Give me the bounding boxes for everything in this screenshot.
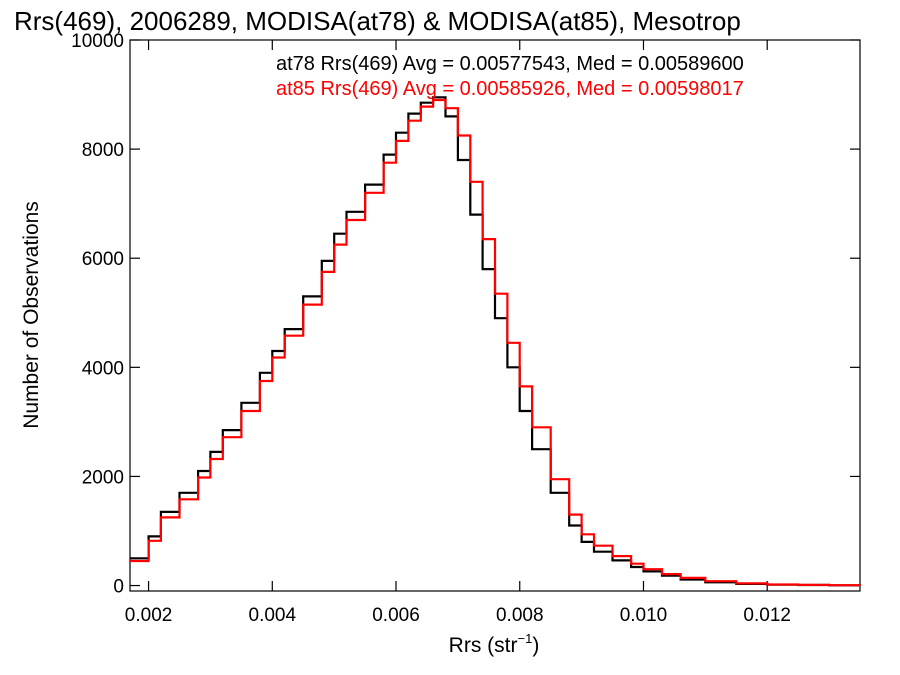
x-tick-label: 0.012: [743, 605, 791, 626]
x-axis-label: Rrs (str−1): [449, 631, 540, 657]
chart-title: Rrs(469), 2006289, MODISA(at78) & MODISA…: [14, 6, 741, 36]
series-layer: [130, 96, 862, 587]
y-tick-label: 2000: [82, 467, 124, 488]
x-axis: 0.002 0.004 0.006 0.008 0.010 0.012: [125, 40, 791, 626]
y-axis: 0 2000 4000 6000 8000 10000: [71, 31, 860, 598]
x-tick-label: 0.004: [249, 605, 297, 626]
legend: at78 Rrs(469) Avg = 0.00577543, Med = 0.…: [276, 53, 744, 100]
y-tick-label: 6000: [82, 249, 124, 270]
series-line-at78: [130, 96, 860, 587]
x-tick-label: 0.010: [620, 605, 668, 626]
x-axis-label-main: Rrs (str: [449, 634, 518, 657]
y-axis-label: Number of Observations: [20, 201, 43, 429]
y-tick-label: 4000: [82, 358, 124, 379]
x-axis-label-sup: −1: [518, 631, 533, 646]
series-line-at85: [130, 98, 862, 587]
legend-entry: at85 Rrs(469) Avg = 0.00585926, Med = 0.…: [276, 78, 744, 100]
x-axis-label-close: ): [532, 634, 539, 657]
y-tick-label: 10000: [71, 31, 124, 52]
x-tick-label: 0.006: [372, 605, 420, 626]
x-tick-label: 0.002: [125, 605, 173, 626]
y-tick-label: 0: [113, 577, 124, 598]
y-tick-label: 8000: [82, 140, 124, 161]
x-tick-label: 0.008: [496, 605, 544, 626]
legend-entry: at78 Rrs(469) Avg = 0.00577543, Med = 0.…: [276, 53, 744, 75]
plot-frame: [129, 39, 861, 592]
